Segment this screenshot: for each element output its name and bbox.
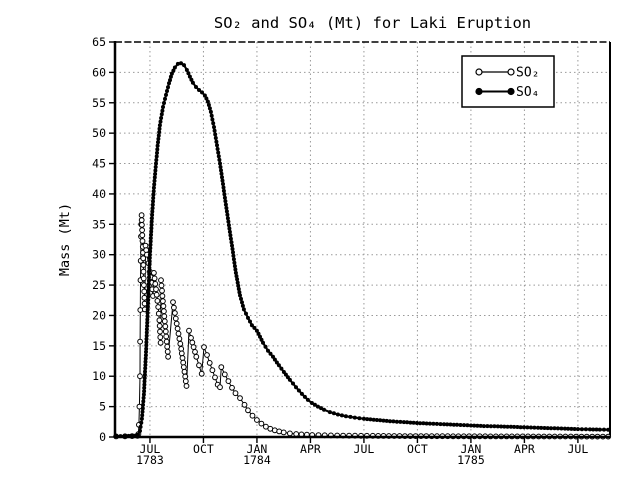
y-axis-label: Mass (Mt) [57,203,73,276]
svg-text:JUL: JUL [354,442,375,456]
svg-text:15: 15 [92,339,106,353]
svg-text:SO₄: SO₄ [516,85,539,100]
chart-title: SO₂ and SO₄ (Mt) for Laki Eruption [214,14,531,32]
svg-text:20: 20 [92,308,106,322]
svg-text:OCT: OCT [407,442,428,456]
svg-text:0: 0 [99,430,106,444]
svg-text:45: 45 [92,157,106,171]
plot-area [115,42,610,437]
svg-text:APR: APR [300,442,321,456]
gridlines [115,42,610,437]
svg-text:APR: APR [514,442,535,456]
svg-text:1783: 1783 [136,453,164,467]
svg-text:65: 65 [92,35,106,49]
svg-text:OCT: OCT [193,442,214,456]
svg-text:SO₂: SO₂ [516,66,539,81]
svg-text:30: 30 [92,248,106,262]
svg-text:JUL: JUL [140,442,161,456]
y-tick-labels: 0 5 10 15 20 25 30 35 40 45 50 55 60 65 [92,35,115,444]
svg-text:JUL: JUL [568,442,589,456]
svg-text:50: 50 [92,126,106,140]
svg-text:35: 35 [92,217,106,231]
svg-text:1784: 1784 [243,453,271,467]
svg-text:40: 40 [92,187,106,201]
svg-text:55: 55 [92,96,106,110]
legend: SO₂ SO₄ [461,55,555,108]
svg-text:JAN: JAN [247,442,268,456]
svg-text:10: 10 [92,369,106,383]
legend-entry-so4: SO₄ [475,85,539,100]
svg-text:25: 25 [92,278,106,292]
svg-text:1785: 1785 [457,453,485,467]
svg-text:5: 5 [99,400,106,414]
series-so4 [114,61,611,439]
legend-entry-so2: SO₂ [475,66,539,81]
svg-text:60: 60 [92,65,106,79]
svg-text:JAN: JAN [461,442,482,456]
